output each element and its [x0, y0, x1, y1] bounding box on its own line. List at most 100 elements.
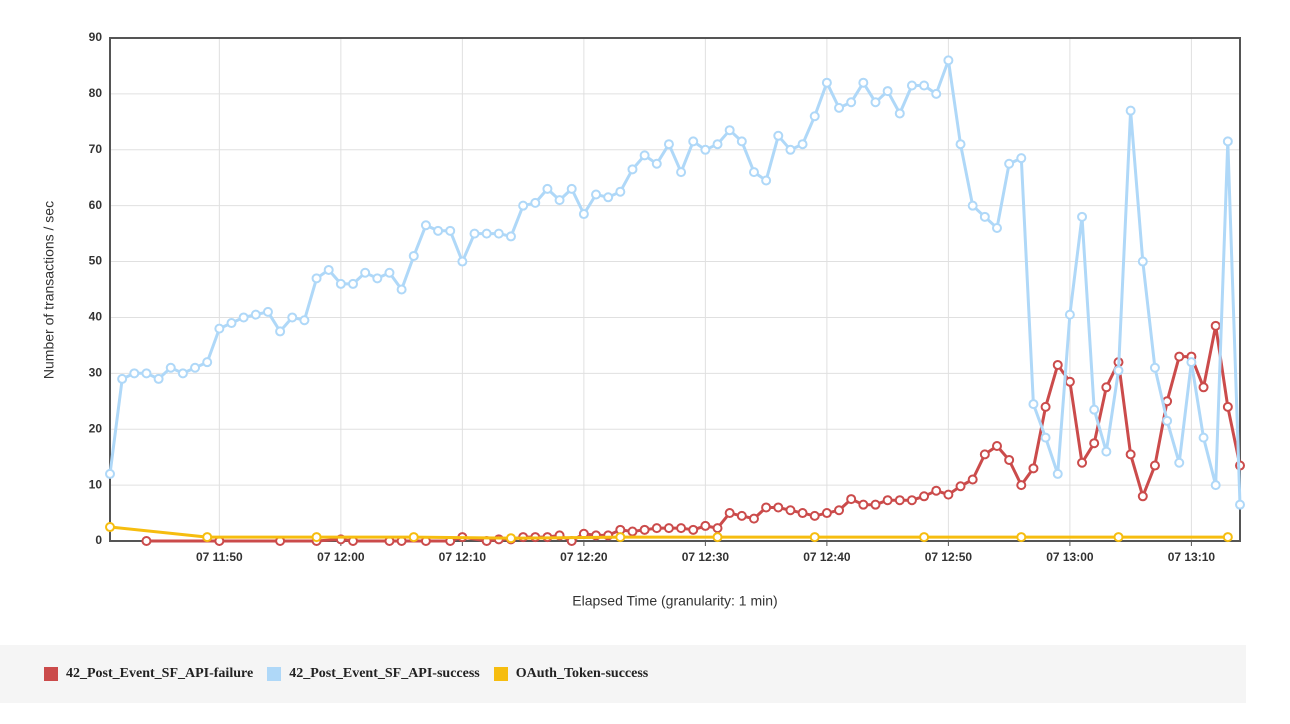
- data-point: [335, 278, 346, 289]
- data-point: [1222, 401, 1233, 412]
- data-point: [408, 532, 419, 543]
- data-point: [1198, 432, 1209, 443]
- data-point: [627, 164, 638, 175]
- data-point: [882, 495, 893, 506]
- data-point: [238, 312, 249, 323]
- data-point: [1235, 499, 1245, 510]
- data-point: [797, 139, 808, 150]
- data-point: [931, 88, 942, 99]
- legend-item[interactable]: 42_Post_Event_SF_API-failure: [44, 666, 253, 682]
- data-point: [724, 125, 735, 136]
- data-point: [250, 309, 261, 320]
- data-point: [919, 532, 930, 543]
- data-point: [542, 183, 553, 194]
- y-axis-label: Number of transactions / sec: [41, 201, 57, 379]
- data-point: [105, 468, 115, 479]
- data-point: [1198, 382, 1209, 393]
- data-point: [1113, 532, 1124, 543]
- data-point: [214, 323, 225, 334]
- series-line: [146, 324, 1242, 543]
- x-tick-label: 07 12:10: [439, 550, 487, 564]
- data-point: [712, 139, 723, 150]
- data-point: [433, 225, 444, 236]
- data-point: [809, 510, 820, 521]
- data-point: [967, 474, 978, 485]
- data-point: [906, 80, 917, 91]
- data-point: [1077, 211, 1088, 222]
- data-point: [117, 373, 128, 384]
- x-tick-label: 07 11:50: [196, 550, 243, 564]
- y-tick-label: 90: [89, 30, 103, 44]
- series-line: [109, 525, 1228, 540]
- x-tick-label: 07 13:00: [1046, 550, 1094, 564]
- data-point: [445, 225, 456, 236]
- data-point: [688, 524, 699, 535]
- data-point: [688, 136, 699, 147]
- data-point: [748, 513, 759, 524]
- data-point: [615, 186, 626, 197]
- data-point: [202, 532, 213, 543]
- legend-item[interactable]: 42_Post_Event_SF_API-success: [267, 666, 480, 682]
- legend: 42_Post_Event_SF_API-failure 42_Post_Even…: [0, 645, 1246, 703]
- data-point: [1101, 446, 1112, 457]
- data-point: [761, 175, 772, 186]
- data-point: [420, 220, 431, 231]
- data-point: [202, 357, 213, 368]
- data-point: [578, 209, 589, 220]
- y-tick-label: 80: [89, 86, 103, 100]
- data-point: [262, 306, 273, 317]
- data-point: [639, 150, 650, 161]
- data-point: [651, 523, 662, 534]
- data-point: [785, 144, 796, 155]
- data-point: [1052, 359, 1063, 370]
- data-point: [1089, 438, 1100, 449]
- data-point: [141, 368, 152, 379]
- data-point: [165, 362, 176, 373]
- data-point: [481, 228, 492, 239]
- data-point: [153, 373, 164, 384]
- y-tick-label: 50: [89, 254, 103, 268]
- data-point: [955, 139, 966, 150]
- data-point: [724, 508, 735, 519]
- data-point: [518, 200, 529, 211]
- data-point: [372, 273, 383, 284]
- y-tick-label: 10: [89, 477, 103, 491]
- x-tick-label: 07 12:50: [925, 550, 973, 564]
- data-point: [676, 167, 687, 178]
- data-point: [712, 523, 723, 534]
- data-point: [1028, 399, 1039, 410]
- data-point: [919, 491, 930, 502]
- data-point: [1016, 153, 1027, 164]
- data-point: [615, 532, 626, 543]
- data-point: [1210, 320, 1221, 331]
- legend-item[interactable]: OAuth_Token-success: [493, 666, 648, 682]
- legend-swatch: [44, 667, 58, 681]
- data-point: [1149, 362, 1160, 373]
- data-point: [493, 228, 504, 239]
- data-point: [1016, 480, 1027, 491]
- data-point: [311, 273, 322, 284]
- data-point: [566, 183, 577, 194]
- data-point: [906, 495, 917, 506]
- data-point: [676, 523, 687, 534]
- data-point: [457, 256, 468, 267]
- data-point: [323, 264, 334, 275]
- data-point: [846, 97, 857, 108]
- y-tick-label: 0: [95, 533, 102, 547]
- data-point: [1101, 382, 1112, 393]
- data-point: [651, 158, 662, 169]
- data-point: [1186, 357, 1197, 368]
- data-point: [809, 111, 820, 122]
- data-point: [736, 136, 747, 147]
- data-point: [408, 250, 419, 261]
- data-point: [177, 368, 188, 379]
- data-point: [834, 102, 845, 113]
- data-point: [1077, 457, 1088, 468]
- data-point: [1113, 365, 1124, 376]
- data-point: [287, 312, 298, 323]
- data-point: [141, 536, 152, 546]
- data-point: [882, 86, 893, 97]
- data-point: [979, 449, 990, 460]
- x-tick-label: 07 12:00: [317, 550, 365, 564]
